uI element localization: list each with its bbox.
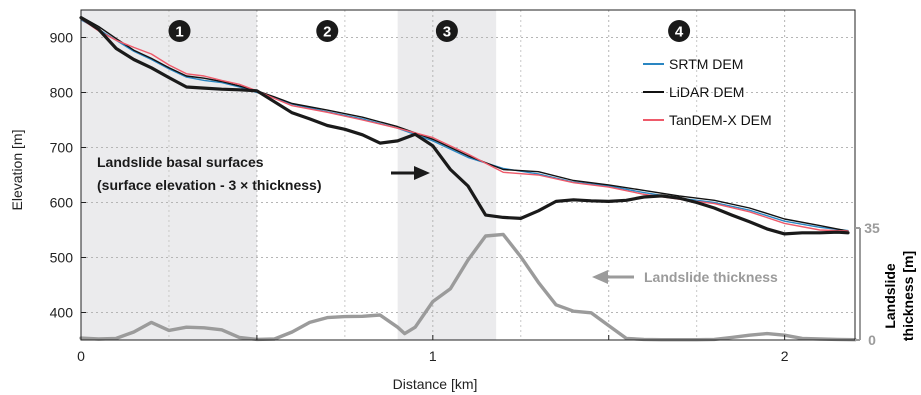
- series-line-landslide-basal-surfaces: [79, 16, 850, 236]
- y-axis-title: Elevation [m]: [9, 130, 25, 211]
- zone-marker-1: [168, 20, 191, 42]
- annotation-basal-arrow-head: [414, 166, 430, 180]
- zone-marker-4: [668, 20, 691, 42]
- y-tick-label-1: 500: [50, 250, 74, 266]
- x-axis-title: Distance [km]: [393, 376, 478, 392]
- series-line-lidar-dem: [80, 15, 849, 232]
- plot-frame: [80, 9, 856, 341]
- zone-marker-label-1: 1: [175, 24, 183, 41]
- zone-marker-label-3: 3: [443, 24, 451, 41]
- axis-ticks-layer: 0 1 2 400 500 600 700 800 900 0 35: [50, 30, 880, 365]
- y-tick-label-4: 800: [50, 85, 74, 101]
- y-tick-label-3: 700: [50, 140, 74, 156]
- legend-label-lidar: LiDAR DEM: [669, 84, 744, 100]
- y-tick-label-5: 900: [50, 30, 74, 46]
- series-layer: [79, 15, 857, 342]
- annotation-thickness: Landslide thickness: [592, 269, 778, 285]
- legend: SRTM DEM LiDAR DEM TanDEM-X DEM: [643, 56, 772, 128]
- right-axis-title-line2: thickness [m]: [900, 251, 916, 341]
- zone-marker-2: [316, 20, 339, 42]
- y-tick-label-0: 400: [50, 305, 74, 321]
- x-tick-label-0: 0: [77, 348, 85, 364]
- legend-label-tandem: TanDEM-X DEM: [669, 112, 772, 128]
- legend-label-srtm: SRTM DEM: [669, 56, 743, 72]
- y-tick-label-2: 600: [50, 195, 74, 211]
- right-tick-label-1: 35: [864, 220, 880, 236]
- x-tick-label-2: 1: [429, 348, 437, 364]
- right-axis-title-line1: Landslide: [882, 263, 898, 329]
- zone-markers-layer: 1 2 3 4: [168, 20, 691, 42]
- right-tick-label-0: 0: [868, 332, 876, 348]
- zone-marker-label-2: 2: [323, 24, 331, 41]
- annotation-basal: Landslide basal surfaces (surface elevat…: [97, 154, 430, 193]
- series-line-landslide-thickness: [79, 232, 857, 342]
- zone-marker-3: [435, 20, 458, 42]
- zone-shading-layer: [81, 10, 497, 340]
- annotation-thickness-label: Landslide thickness: [644, 269, 778, 285]
- annotation-thickness-arrow-head: [592, 270, 608, 284]
- annotation-basal-line2: (surface elevation - 3 × thickness): [97, 177, 321, 193]
- right-axis-title: Landslide thickness [m]: [882, 251, 916, 341]
- annotation-basal-line1: Landslide basal surfaces: [97, 154, 264, 170]
- x-tick-label-4: 2: [781, 348, 789, 364]
- zone-marker-label-4: 4: [675, 24, 684, 41]
